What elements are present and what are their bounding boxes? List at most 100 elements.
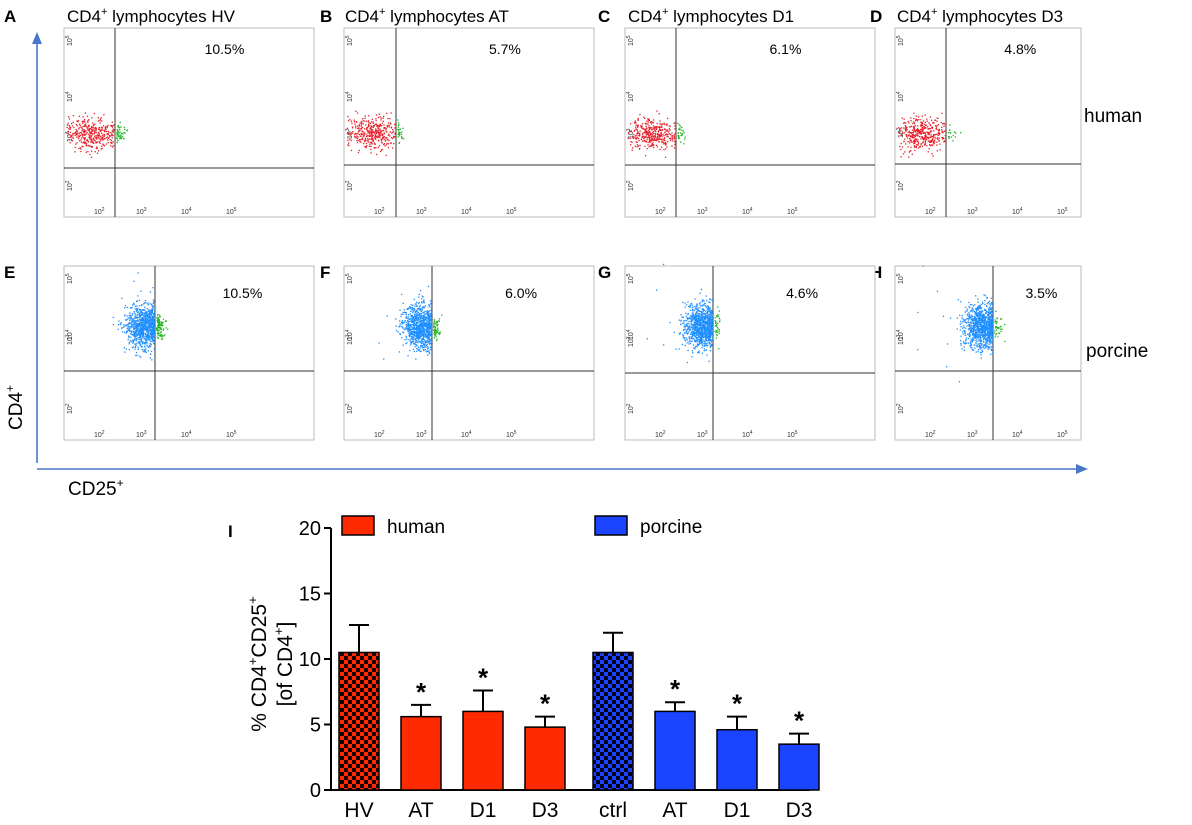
panel-x-tick-label: 102 — [655, 207, 666, 216]
x-category-label: ctrl — [599, 799, 627, 822]
significance-marker: * — [794, 706, 805, 736]
bar-rect — [654, 710, 696, 791]
panel-x-tick-label: 105 — [506, 430, 517, 439]
panel-frame — [624, 265, 876, 441]
bar-rect — [778, 743, 820, 791]
panel-x-tick-label: 105 — [506, 207, 517, 216]
panel-letters-row2: E F G H — [4, 263, 882, 282]
panel-x-tick-label: 104 — [461, 430, 472, 439]
legend-label-porcine: porcine — [640, 517, 702, 538]
flow-panel-a: 102 102 103 103 104 104 105 105 10.5% — [63, 27, 315, 218]
event-dots — [112, 272, 169, 361]
x-category-label: D3 — [786, 799, 813, 822]
panel-y-tick-label: 104 — [626, 91, 635, 102]
event-dots — [627, 110, 686, 158]
y-axis-arrowhead — [32, 32, 42, 44]
panel-letter-g: G — [598, 263, 611, 282]
panel-letter-e: E — [4, 263, 15, 282]
panel-y-tick-label: 105 — [896, 273, 905, 284]
bar-chart: I % CD4+CD25+ [of CD4+] 0 5 10 15 20 human por… — [228, 515, 820, 822]
panel-y-tick-label: 105 — [896, 35, 905, 46]
event-dots — [346, 110, 405, 157]
x-category-label: HV — [344, 799, 373, 822]
significance-marker: * — [478, 662, 489, 692]
panel-x-tick-label: 105 — [787, 430, 798, 439]
chart-y-tick-label: 0 — [310, 780, 321, 802]
x-category-label: D1 — [470, 799, 497, 822]
panel-percent-label: 4.8% — [1004, 41, 1036, 57]
panel-y-tick-label: 104 — [626, 329, 635, 340]
panel-x-tick-label: 103 — [967, 430, 978, 439]
chart-panel-letter: I — [228, 522, 233, 541]
panel-y-tick-label: 102 — [65, 180, 74, 191]
event-dots — [378, 285, 443, 360]
panel-y-tick-label: 102 — [65, 403, 74, 414]
event-dots — [898, 112, 962, 158]
significance-marker: * — [416, 677, 427, 707]
chart-y-label: % CD4+CD25+ — [245, 596, 271, 731]
panel-x-tick-label: 105 — [787, 207, 798, 216]
panel-y-tick-label: 105 — [345, 35, 354, 46]
panel-y-tick-label: 102 — [896, 180, 905, 191]
panel-y-tick-label: 104 — [896, 91, 905, 102]
panel-percent-label: 6.0% — [505, 285, 537, 301]
panel-letter-d: D — [870, 7, 882, 26]
bar-rect — [592, 651, 634, 791]
panel-y-tick-label: 102 — [626, 180, 635, 191]
x-category-label: D3 — [532, 799, 559, 822]
chart-y-tick-label: 15 — [299, 584, 321, 606]
panel-y-tick-label: 105 — [65, 273, 74, 284]
panel-y-tick-label: 105 — [626, 273, 635, 284]
flow-panels: 102 102 103 103 104 104 105 105 10.5% 102 102 103 10… — [63, 27, 1082, 441]
bar-rect — [716, 728, 758, 791]
panel-percent-label: 6.1% — [769, 41, 801, 57]
x-category-label: D1 — [724, 799, 751, 822]
panel-percent-label: 10.5% — [205, 41, 245, 57]
axis-arrows: CD4+ CD25+ — [3, 32, 1088, 500]
chart-y-tick-label: 5 — [310, 715, 321, 737]
x-category-label: AT — [408, 799, 433, 822]
bar-rect — [400, 715, 442, 791]
significance-marker: * — [670, 674, 681, 704]
y-axis-arrow-label: CD4+ — [3, 385, 27, 430]
panel-y-tick-label: 104 — [65, 91, 74, 102]
panel-x-tick-label: 104 — [742, 207, 753, 216]
panel-frame — [894, 265, 1082, 441]
panel-x-tick-label: 102 — [925, 207, 936, 216]
panel-x-tick-label: 105 — [1057, 207, 1068, 216]
panel-letter-f: F — [320, 263, 330, 282]
panel-x-tick-label: 103 — [416, 430, 427, 439]
panel-frame — [624, 27, 876, 218]
event-dots — [917, 265, 1006, 383]
bar-porcine-at: AT * — [654, 674, 696, 822]
panel-x-tick-label: 105 — [226, 430, 237, 439]
panel-y-tick-label: 102 — [345, 403, 354, 414]
panel-x-tick-label: 104 — [1012, 207, 1023, 216]
bar-rect — [524, 726, 566, 791]
bar-porcine-d1: D1 * — [716, 689, 758, 822]
bar-human-d1: D1 * — [462, 662, 504, 822]
panel-x-tick-label: 105 — [1057, 430, 1068, 439]
panel-x-tick-label: 104 — [461, 207, 472, 216]
panel-y-tick-label: 103 — [65, 131, 74, 142]
x-axis-arrowhead — [1076, 464, 1088, 474]
panel-x-tick-label: 103 — [697, 207, 708, 216]
panel-x-tick-label: 103 — [136, 207, 147, 216]
significance-marker: * — [732, 689, 743, 719]
panel-frame — [343, 265, 595, 441]
panel-x-tick-label: 102 — [655, 430, 666, 439]
panel-y-tick-label: 105 — [626, 35, 635, 46]
panel-x-tick-label: 103 — [967, 207, 978, 216]
panel-titles: A CD4+ lymphocytes HV B CD4+ lymphocytes… — [4, 6, 1063, 26]
panel-y-tick-label: 104 — [345, 91, 354, 102]
panel-x-tick-label: 103 — [136, 430, 147, 439]
panel-y-tick-label: 103 — [65, 334, 74, 345]
